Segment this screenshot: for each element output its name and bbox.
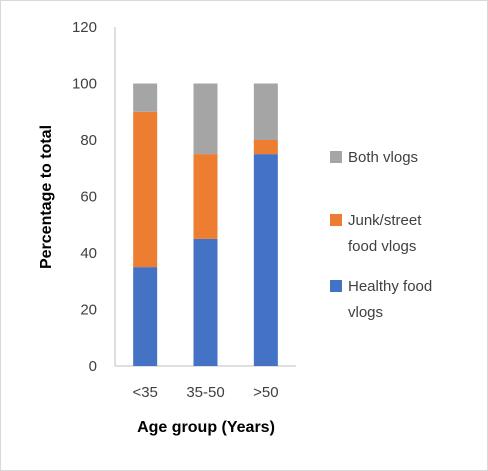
x-tick-labels: <35 35-50 >50 xyxy=(132,384,278,401)
x-tick-label: <35 xyxy=(132,384,157,401)
y-tick-label: 80 xyxy=(80,132,97,149)
legend-swatch-healthy xyxy=(330,280,342,292)
y-tick-label: 40 xyxy=(80,245,97,262)
bar-segment xyxy=(253,154,278,366)
y-tick-label: 0 xyxy=(89,358,97,375)
bar-segment xyxy=(133,267,158,366)
legend-label-junk-line1: Junk/street xyxy=(348,212,422,229)
x-tick-label: >50 xyxy=(253,384,278,401)
bar-segment xyxy=(193,83,218,155)
legend-swatch-junk xyxy=(330,214,342,226)
legend-label-both: Both vlogs xyxy=(348,149,418,166)
legend-label-healthy-line1: Healthy food xyxy=(348,278,432,295)
y-tick-label: 60 xyxy=(80,189,97,206)
x-tick-label: 35-50 xyxy=(186,384,224,401)
y-tick-label: 120 xyxy=(72,19,97,36)
legend-swatch-both xyxy=(330,151,342,163)
y-tick-label: 20 xyxy=(80,302,97,319)
y-axis-title: Percentage to total xyxy=(38,125,55,269)
bar-segment xyxy=(133,111,158,268)
bar-segment xyxy=(193,238,218,366)
bar-segment xyxy=(193,154,218,239)
y-tick-label: 100 xyxy=(72,76,97,93)
legend-label-healthy-line2: vlogs xyxy=(348,304,383,321)
legend-label-junk-line2: food vlogs xyxy=(348,238,416,255)
y-tick-labels: 0 20 40 60 80 100 120 xyxy=(72,19,97,375)
bars xyxy=(133,83,278,366)
x-axis-title: Age group (Years) xyxy=(137,419,275,436)
bar-segment xyxy=(133,83,158,112)
bar-segment xyxy=(253,83,278,140)
legend: Both vlogs Junk/street food vlogs Health… xyxy=(330,149,432,321)
bar-segment xyxy=(253,140,278,155)
